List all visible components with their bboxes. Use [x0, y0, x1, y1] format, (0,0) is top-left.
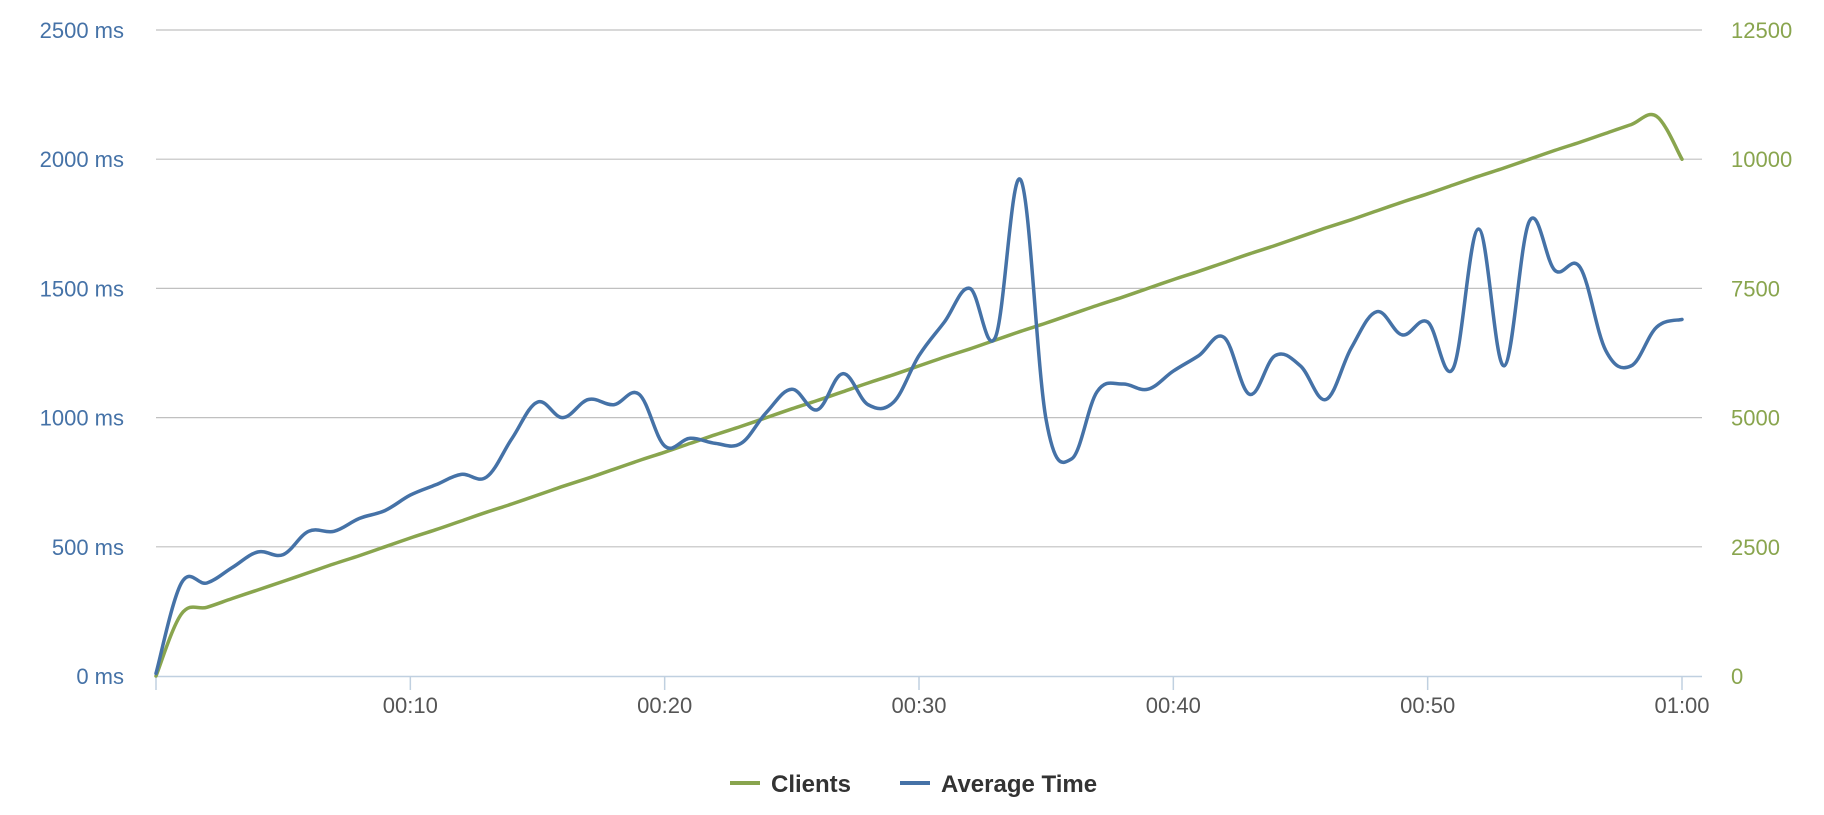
- y-left-tick-label: 1500 ms: [40, 276, 124, 301]
- grid-lines: [156, 29, 1702, 548]
- y-right-tick-label: 5000: [1731, 406, 1780, 431]
- series-line-clients[interactable]: [154, 112, 1684, 678]
- y-left-tick-label: 500 ms: [52, 535, 124, 560]
- legend[interactable]: Clients Average Time: [730, 771, 1097, 798]
- x-tick-label: 00:50: [1400, 693, 1455, 718]
- y-right-tick-label: 7500: [1731, 276, 1780, 301]
- y-left-tick-label: 0 ms: [76, 664, 124, 689]
- y-right-tick-label: 12500: [1731, 18, 1792, 43]
- x-tick-label: 00:20: [637, 693, 692, 718]
- x-tick-label: 00:30: [891, 693, 946, 718]
- axes: 0 ms 0 500 ms 2500 1000 ms 5000 1500 ms 7500 200…: [40, 18, 1793, 718]
- x-tick-label: 00:10: [383, 693, 438, 718]
- y-left-tick-label: 1000 ms: [40, 406, 124, 431]
- y-right-tick-label: 10000: [1731, 147, 1792, 172]
- series-line-average-time[interactable]: [154, 177, 1684, 676]
- y-left-tick-label: 2000 ms: [40, 147, 124, 172]
- legend-clients-label[interactable]: Clients: [771, 771, 851, 798]
- y-right-tick-label: 2500: [1731, 535, 1780, 560]
- series-lines: [154, 112, 1684, 678]
- y-left-tick-label: 2500 ms: [40, 18, 124, 43]
- legend-average-time-label[interactable]: Average Time: [941, 771, 1097, 798]
- x-tick-label: 00:40: [1146, 693, 1201, 718]
- y-right-tick-label: 0: [1731, 664, 1743, 689]
- x-tick-label: 01:00: [1654, 693, 1709, 718]
